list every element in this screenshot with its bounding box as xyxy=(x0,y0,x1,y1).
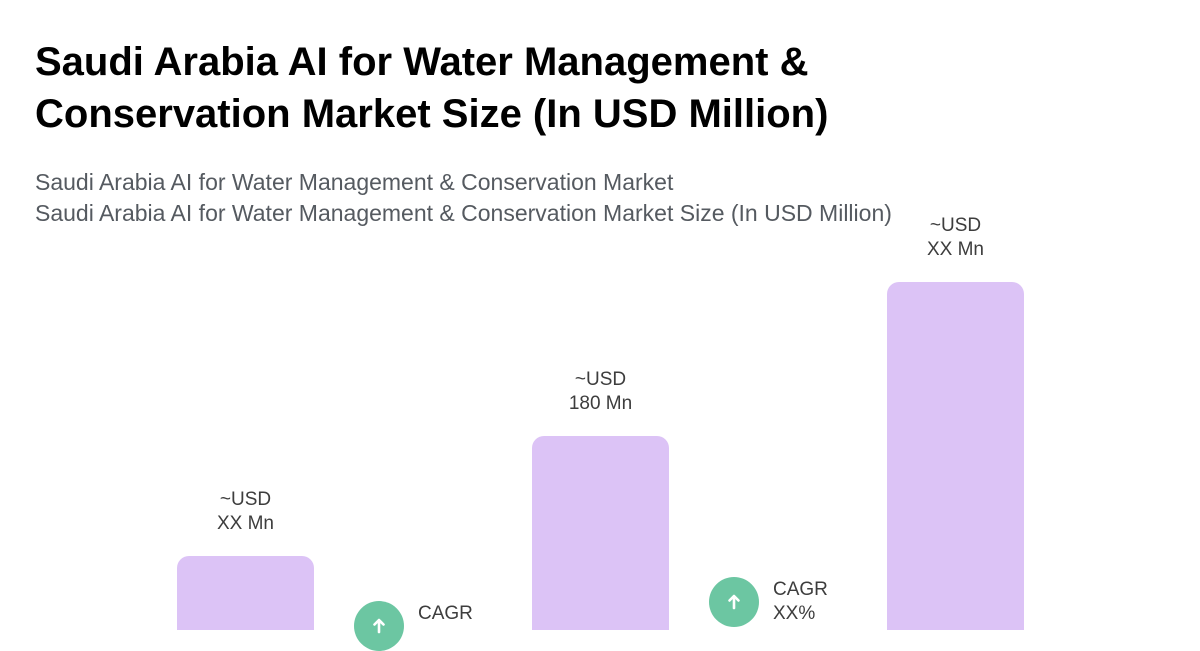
bar-3-value-label: ~USD XX Mn xyxy=(876,214,1036,262)
arrow-up-icon xyxy=(373,618,385,634)
cagr-label-1: CAGR xyxy=(418,602,473,626)
bar-3 xyxy=(887,282,1024,630)
bar-2 xyxy=(532,436,669,630)
bar-1 xyxy=(177,556,314,630)
arrow-up-icon xyxy=(728,594,740,610)
bar-2-value-label-line-2: 180 Mn xyxy=(568,393,633,414)
subtitle-line-2: Saudi Arabia AI for Water Management & C… xyxy=(35,200,892,226)
bar-1-value-label-line-2: XX Mn xyxy=(216,513,275,534)
page-title: Saudi Arabia AI for Water Management & C… xyxy=(35,40,829,136)
cagr-label-2-line-2: XX% xyxy=(773,603,816,624)
bar-2-value-label-line-1: ~USD xyxy=(574,369,627,390)
bar-1-value-label: ~USD XX Mn xyxy=(166,488,326,536)
bar-2-value-label: ~USD 180 Mn xyxy=(521,368,681,416)
bar-1-value-label-line-1: ~USD xyxy=(219,489,272,510)
bar-3-value-label-line-2: XX Mn xyxy=(926,239,985,260)
subtitle-line-1: Saudi Arabia AI for Water Management & C… xyxy=(35,169,674,195)
cagr-badge-1 xyxy=(354,601,404,651)
bar-3-value-label-line-1: ~USD xyxy=(929,215,982,236)
cagr-badge-2 xyxy=(709,577,759,627)
cagr-label-2-line-1: CAGR xyxy=(773,579,828,600)
cagr-label-2: CAGR XX% xyxy=(773,578,828,626)
cagr-label-1-line-1: CAGR xyxy=(418,603,473,624)
